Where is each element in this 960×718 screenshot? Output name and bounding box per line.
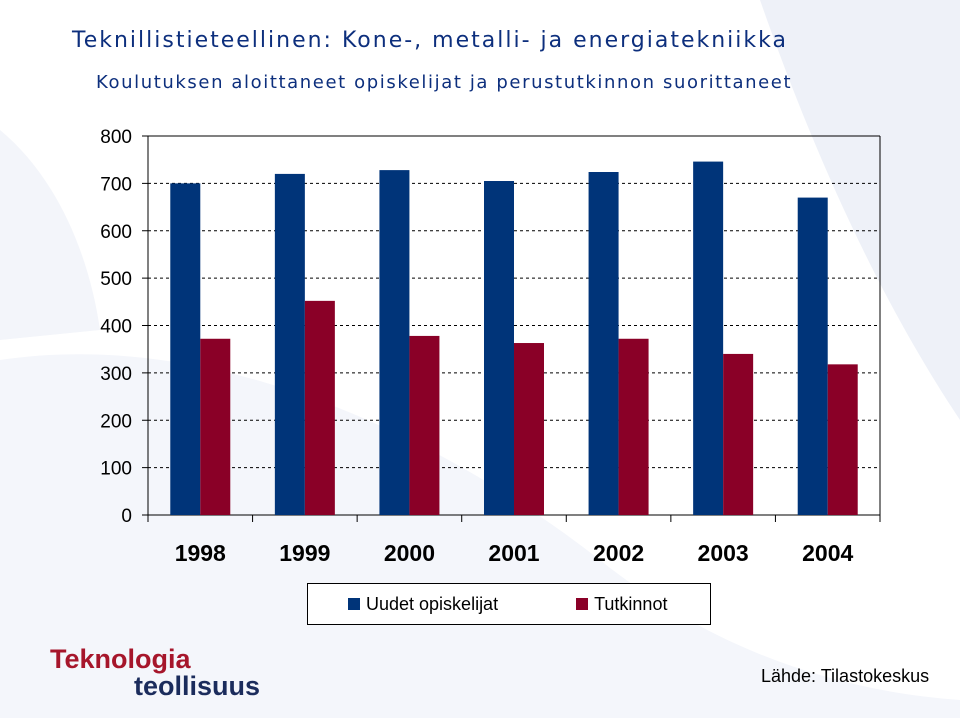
logo-line-1: Teknologia xyxy=(50,644,191,674)
x-tick-label: 2001 xyxy=(488,540,539,566)
bar-tutkinnot-1999 xyxy=(304,300,335,515)
bar-uudet-opiskelijat-2003 xyxy=(693,161,724,515)
chart-subtitle: Koulutuksen aloittaneet opiskelijat ja p… xyxy=(96,72,793,93)
bar-tutkinnot-2003 xyxy=(723,353,754,515)
source-note: Lähde: Tilastokeskus xyxy=(761,666,930,686)
legend-swatch-series-1 xyxy=(348,598,360,610)
x-tick-label: 1999 xyxy=(279,540,330,566)
bar-uudet-opiskelijat-2000 xyxy=(379,170,410,516)
y-tick-label: 600 xyxy=(100,222,132,243)
legend-entry-series-2: Tutkinnot xyxy=(576,594,667,615)
y-tick-label: 500 xyxy=(100,269,132,290)
x-tick-label: 2003 xyxy=(698,540,749,566)
bar-uudet-opiskelijat-2002 xyxy=(588,172,619,515)
bar-tutkinnot-2001 xyxy=(514,343,544,515)
chart-title: Teknillistieteellinen: Kone-, metalli- j… xyxy=(72,28,788,53)
bar-uudet-opiskelijat-1998 xyxy=(170,183,201,515)
x-tick-label: 1998 xyxy=(175,540,226,566)
legend-swatch-series-2 xyxy=(576,598,589,610)
bar-uudet-opiskelijat-2004 xyxy=(797,197,828,515)
legend-label-series-2: Tutkinnot xyxy=(594,593,668,614)
x-tick-label: 2002 xyxy=(593,540,644,566)
y-tick-label: 200 xyxy=(100,411,132,432)
y-tick-label: 300 xyxy=(100,364,132,385)
bar-tutkinnot-1998 xyxy=(200,338,231,515)
x-tick-label: 2000 xyxy=(384,540,435,566)
bar-tutkinnot-2004 xyxy=(827,364,858,515)
y-tick-label: 0 xyxy=(121,506,132,527)
bar-tutkinnot-2002 xyxy=(618,338,649,515)
legend-entry-series-1: Uudet opiskelijat xyxy=(348,594,498,615)
logo-line-2: teollisuus xyxy=(134,671,261,701)
y-tick-label: 800 xyxy=(100,127,132,148)
x-tick-label: 2004 xyxy=(802,540,853,566)
bar-uudet-opiskelijat-2001 xyxy=(484,181,514,515)
teknologiateollisuus-logo: Teknologia teollisuus xyxy=(50,646,260,700)
chart-legend: Uudet opiskelijat Tutkinnot xyxy=(307,583,711,625)
bar-uudet-opiskelijat-1999 xyxy=(274,173,305,515)
y-tick-label: 100 xyxy=(100,459,132,480)
y-tick-label: 400 xyxy=(100,317,132,338)
legend-label-series-1: Uudet opiskelijat xyxy=(366,593,499,614)
bar-tutkinnot-2000 xyxy=(409,335,440,515)
y-tick-label: 700 xyxy=(100,174,132,195)
